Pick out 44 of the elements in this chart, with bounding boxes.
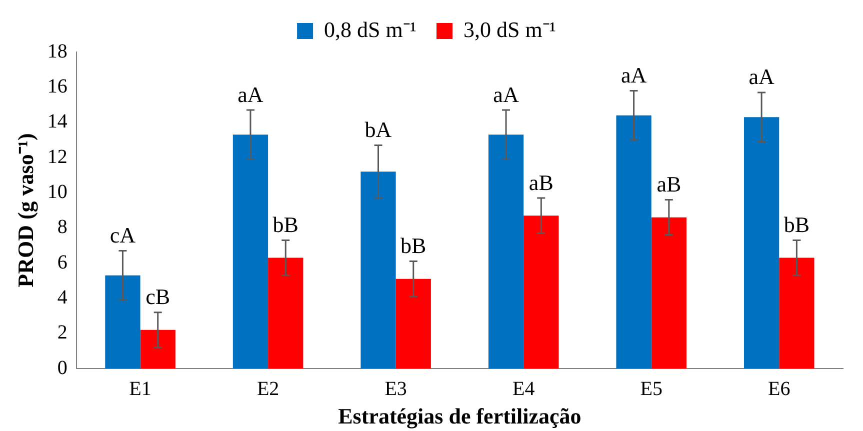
x-tick-label: E6 <box>768 378 790 400</box>
x-tick-label: E4 <box>512 378 535 400</box>
x-tick-label: E5 <box>640 378 662 400</box>
annotation: aB <box>656 172 682 197</box>
legend-label: 0,8 dS m⁻¹ <box>324 16 417 42</box>
bar <box>396 278 431 369</box>
y-tick-label: 6 <box>57 251 68 274</box>
bar <box>268 258 304 369</box>
annotation: aA <box>493 82 519 107</box>
x-tick-label: E3 <box>384 378 407 400</box>
annotation: cB <box>146 284 170 310</box>
bar <box>232 134 268 369</box>
x-tick-label: E1 <box>129 378 152 400</box>
bar <box>105 275 140 369</box>
x-tick-label: E2 <box>256 378 280 400</box>
y-tick-label: 4 <box>57 286 68 308</box>
annotation: aA <box>620 62 647 88</box>
y-axis-title: PROD (g vaso⁻¹) <box>12 133 38 288</box>
y-tick-label: 18 <box>47 40 68 62</box>
bar <box>779 258 814 369</box>
annotation: bB <box>400 233 426 258</box>
annotation: bA <box>364 117 392 142</box>
bar <box>488 134 524 369</box>
annotation: aB <box>528 170 554 195</box>
annotation: bB <box>784 212 810 237</box>
bar <box>651 217 686 369</box>
y-tick-label: 14 <box>47 110 68 133</box>
annotation: aA <box>748 64 774 90</box>
annotation: bB <box>272 212 298 237</box>
bar <box>616 115 652 369</box>
x-axis-title: Estratégias de fertilização <box>338 403 582 428</box>
y-tick-label: 16 <box>47 75 68 98</box>
y-tick-label: 8 <box>57 216 68 238</box>
y-tick-label: 0 <box>57 356 68 379</box>
y-tick-label: 2 <box>57 322 68 344</box>
legend-label: 3,0 dS m⁻¹ <box>464 16 556 42</box>
bar <box>524 216 559 369</box>
annotation: cA <box>110 222 136 248</box>
y-tick-label: 10 <box>47 180 68 203</box>
y-tick-label: 12 <box>47 146 68 168</box>
annotation: aA <box>238 82 264 107</box>
bar <box>140 330 176 369</box>
bar <box>744 117 780 369</box>
bar <box>360 172 396 369</box>
